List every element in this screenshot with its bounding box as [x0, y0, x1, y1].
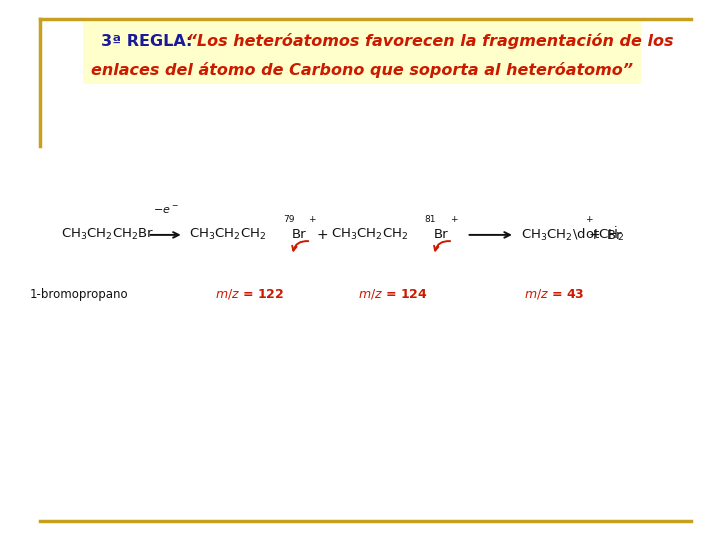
Text: $-e^-$: $-e^-$: [153, 205, 179, 216]
Text: $\dot{\mathregular{Br}}$: $\dot{\mathregular{Br}}$: [606, 227, 623, 243]
Text: +: +: [450, 215, 457, 224]
Text: CH$_3$CH$_2$CH$_2$Br: CH$_3$CH$_2$CH$_2$Br: [61, 227, 155, 242]
Text: +: +: [308, 215, 315, 224]
Text: $\it{m/z}$ = 122: $\it{m/z}$ = 122: [215, 287, 284, 301]
Text: 1-bromopropano: 1-bromopropano: [30, 288, 128, 301]
Text: enlaces del átomo de Carbono que soporta al heteróatomo”: enlaces del átomo de Carbono que soporta…: [91, 62, 633, 78]
Text: +: +: [316, 228, 328, 242]
Text: $\it{m/z}$ = 124: $\it{m/z}$ = 124: [358, 287, 427, 301]
Text: CH$_3$CH$_2$\dotCH$_2$: CH$_3$CH$_2$\dotCH$_2$: [521, 227, 624, 243]
Text: 3ª REGLA:: 3ª REGLA:: [101, 34, 192, 49]
Text: CH$_3$CH$_2$CH$_2$: CH$_3$CH$_2$CH$_2$: [189, 227, 267, 242]
Text: +: +: [588, 228, 600, 242]
Text: CH$_3$CH$_2$CH$_2$: CH$_3$CH$_2$CH$_2$: [331, 227, 409, 242]
Text: +: +: [585, 215, 593, 224]
Text: $\it{m/z}$ = 43: $\it{m/z}$ = 43: [524, 287, 585, 301]
FancyBboxPatch shape: [83, 22, 641, 84]
Text: Br: Br: [433, 228, 448, 241]
Text: 81: 81: [425, 215, 436, 224]
Text: “Los heteróatomos favorecen la fragmentación de los: “Los heteróatomos favorecen la fragmenta…: [181, 33, 674, 50]
Text: 79: 79: [283, 215, 294, 224]
Text: Br: Br: [292, 228, 306, 241]
